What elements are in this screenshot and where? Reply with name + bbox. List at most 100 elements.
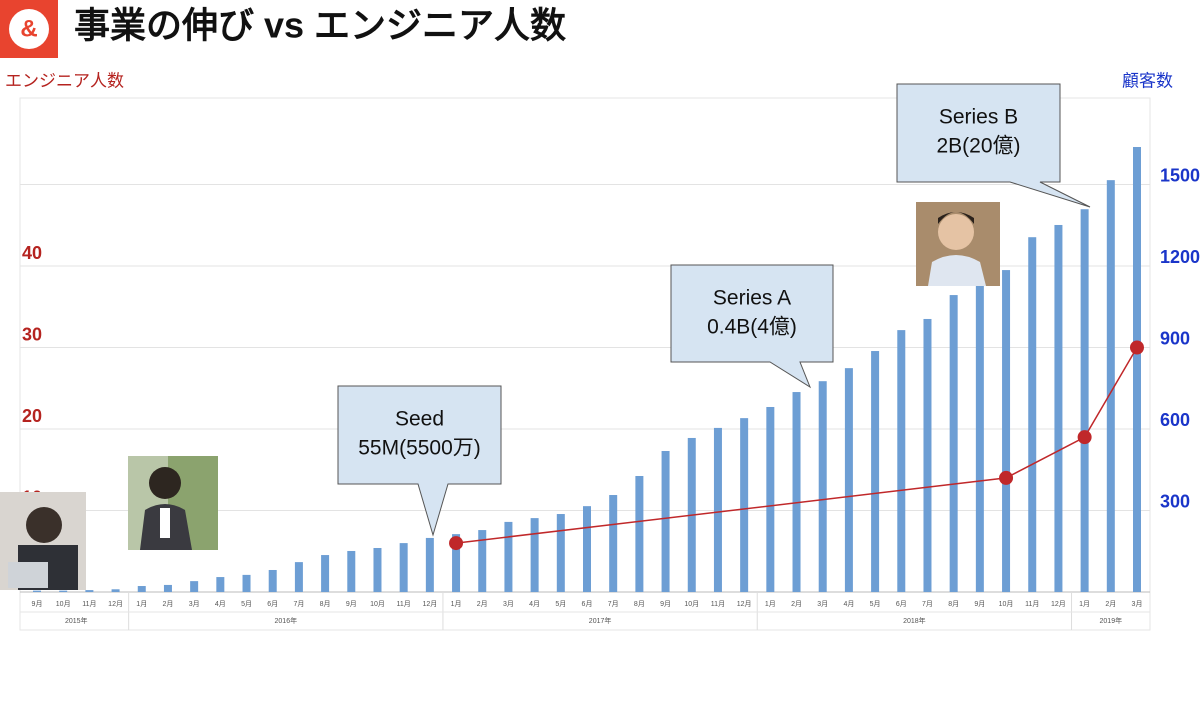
bar bbox=[975, 285, 984, 592]
bar bbox=[85, 590, 94, 592]
bar bbox=[1028, 237, 1037, 592]
callout-text: 2B(20億) bbox=[936, 135, 1020, 158]
callout-text: Series A bbox=[713, 287, 791, 310]
x-tick-label: 10月 bbox=[370, 600, 385, 608]
line-point bbox=[1130, 340, 1144, 355]
bar bbox=[452, 534, 461, 592]
bar bbox=[949, 295, 958, 592]
x-tick-label: 5月 bbox=[870, 600, 881, 608]
line-point bbox=[1077, 430, 1092, 445]
bar bbox=[163, 584, 172, 592]
x-tick-label: 9月 bbox=[974, 600, 985, 608]
x-tick-label: 10月 bbox=[56, 600, 71, 608]
callouts: Seed 55M(5500万) Series A 0.4B(4億) Series B 2B… bbox=[337, 83, 1091, 537]
y-tick-label: 20 bbox=[22, 406, 42, 426]
bar bbox=[583, 506, 591, 592]
x-group-label: 2016年 bbox=[275, 616, 298, 625]
y-axis-label: エンジニア人数 bbox=[5, 71, 124, 90]
bar bbox=[1106, 180, 1115, 593]
x-tick-label: 3月 bbox=[817, 600, 828, 608]
x-tick-label: 9月 bbox=[660, 600, 671, 608]
x-tick-label: 11月 bbox=[397, 600, 411, 608]
x-tick-label: 2月 bbox=[162, 600, 173, 608]
bar bbox=[661, 451, 670, 592]
x-tick-label: 6月 bbox=[896, 600, 907, 608]
x-group-label: 2018年 bbox=[903, 616, 926, 625]
x-tick-label: 12月 bbox=[422, 600, 437, 608]
bar bbox=[373, 547, 382, 592]
bar bbox=[504, 521, 513, 592]
x-tick-label: 4月 bbox=[843, 600, 854, 608]
bar bbox=[216, 577, 225, 592]
bar bbox=[713, 427, 722, 592]
x-tick-label: 1月 bbox=[136, 600, 147, 608]
y-tick-label: 40 bbox=[22, 243, 42, 263]
y2-tick-label: 1500 bbox=[1160, 165, 1200, 185]
y2-tick-label: 600 bbox=[1160, 410, 1190, 430]
x-tick-label: 12月 bbox=[737, 600, 752, 608]
x-tick-label: 8月 bbox=[320, 600, 331, 608]
bar bbox=[844, 368, 853, 592]
bar bbox=[740, 418, 749, 592]
x-tick-label: 7月 bbox=[922, 600, 933, 608]
bar bbox=[1133, 147, 1141, 592]
x-tick-label: 4月 bbox=[529, 600, 540, 608]
bar bbox=[294, 562, 303, 592]
bar bbox=[1080, 209, 1089, 592]
plot-frame bbox=[19, 97, 1151, 631]
bar bbox=[871, 351, 880, 592]
x-tick-label: 9月 bbox=[346, 600, 357, 608]
x-tick-label: 12月 bbox=[108, 600, 123, 608]
x-tick-label: 1月 bbox=[765, 600, 776, 608]
bar bbox=[478, 530, 487, 592]
bar bbox=[190, 581, 199, 592]
callout-text: 55M(5500万) bbox=[358, 437, 481, 460]
bar bbox=[609, 495, 618, 592]
x-tick-label: 3月 bbox=[189, 600, 200, 608]
photo bbox=[128, 456, 218, 550]
chart-title: 事業の伸び vs エンジニア人数 bbox=[74, 5, 566, 46]
bar bbox=[425, 537, 434, 592]
x-tick-label: 7月 bbox=[608, 600, 619, 608]
logo: & bbox=[20, 15, 37, 42]
bar bbox=[635, 475, 644, 592]
x-tick-label: 11月 bbox=[1025, 600, 1039, 608]
callout bbox=[337, 385, 502, 537]
y-tick-label: 30 bbox=[22, 324, 42, 344]
plot: 10203040300600900120015009月10月11月12月1月2月… bbox=[20, 147, 1200, 630]
bar bbox=[818, 381, 827, 592]
bar bbox=[897, 330, 906, 592]
x-tick-label: 5月 bbox=[555, 600, 566, 608]
x-tick-label: 3月 bbox=[503, 600, 514, 608]
x-tick-label: 2月 bbox=[1105, 600, 1116, 608]
line-point bbox=[999, 470, 1014, 485]
line bbox=[455, 347, 1138, 544]
x-tick-label: 1月 bbox=[451, 600, 462, 608]
bar bbox=[33, 590, 41, 592]
bar bbox=[242, 574, 251, 592]
bar bbox=[59, 590, 68, 592]
bar bbox=[923, 318, 932, 592]
bar bbox=[347, 550, 356, 592]
x-tick-label: 12月 bbox=[1051, 600, 1066, 608]
bar bbox=[268, 569, 277, 592]
bar bbox=[137, 586, 146, 592]
bar bbox=[530, 518, 539, 592]
bar bbox=[766, 406, 775, 592]
x-tick-label: 2月 bbox=[791, 600, 802, 608]
x-tick-label: 11月 bbox=[711, 600, 725, 608]
x-tick-label: 6月 bbox=[267, 600, 278, 608]
callout-text: 0.4B(4億) bbox=[707, 316, 797, 339]
bar bbox=[1002, 270, 1011, 592]
x-tick-label: 8月 bbox=[948, 600, 959, 608]
x-group-label: 2015年 bbox=[65, 616, 88, 625]
x-tick-label: 5月 bbox=[241, 600, 252, 608]
x-tick-label: 10月 bbox=[999, 600, 1014, 608]
x-tick-label: 10月 bbox=[684, 600, 699, 608]
bar bbox=[321, 555, 330, 592]
bar bbox=[111, 589, 120, 592]
x-tick-label: 4月 bbox=[215, 600, 226, 608]
photo bbox=[0, 492, 86, 590]
callout-text: Series B bbox=[939, 106, 1018, 129]
y2-tick-label: 1200 bbox=[1160, 247, 1200, 267]
